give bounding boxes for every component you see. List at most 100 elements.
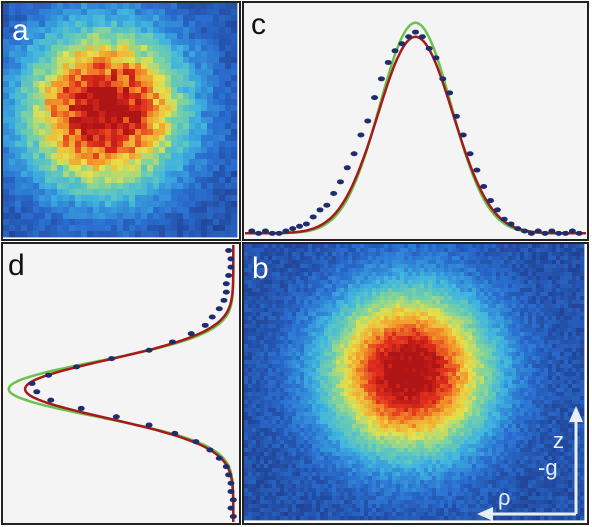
heatmap-pixel	[400, 288, 405, 293]
heatmap-pixel	[93, 177, 100, 184]
heatmap-pixel	[21, 57, 28, 64]
heatmap-pixel	[171, 123, 178, 130]
heatmap-pixel	[552, 392, 557, 397]
heatmap-pixel	[480, 332, 485, 337]
heatmap-pixel	[284, 388, 289, 393]
heatmap-pixel	[324, 396, 329, 401]
heatmap-pixel	[372, 380, 377, 385]
heatmap-pixel	[468, 300, 473, 305]
heatmap-pixel	[21, 39, 28, 46]
heatmap-pixel	[252, 260, 257, 265]
heatmap-pixel	[332, 388, 337, 393]
heatmap-pixel	[536, 372, 541, 377]
heatmap-pixel	[544, 400, 549, 405]
heatmap-pixel	[324, 284, 329, 289]
heatmap-pixel	[356, 264, 361, 269]
heatmap-pixel	[93, 117, 100, 124]
heatmap-pixel	[123, 69, 130, 76]
heatmap-pixel	[171, 21, 178, 28]
heatmap-pixel	[141, 9, 148, 16]
heatmap-pixel	[153, 129, 160, 136]
heatmap-pixel	[284, 372, 289, 377]
heatmap-pixel	[248, 308, 253, 313]
heatmap-pixel	[51, 135, 58, 142]
heatmap-pixel	[520, 392, 525, 397]
heatmap-pixel	[468, 264, 473, 269]
heatmap-pixel	[356, 324, 361, 329]
heatmap-pixel	[356, 288, 361, 293]
heatmap-pixel	[508, 328, 513, 333]
heatmap-pixel	[312, 400, 317, 405]
heatmap-pixel	[165, 87, 172, 94]
heatmap-pixel	[284, 368, 289, 373]
heatmap-pixel	[256, 376, 261, 381]
heatmap-pixel	[81, 159, 88, 166]
heatmap-pixel	[464, 356, 469, 361]
heatmap-pixel	[356, 312, 361, 317]
heatmap-pixel	[296, 256, 301, 261]
heatmap-pixel	[252, 288, 257, 293]
heatmap-pixel	[540, 364, 545, 369]
heatmap-pixel	[33, 141, 40, 148]
heatmap-pixel	[572, 364, 577, 369]
heatmap-pixel	[300, 392, 305, 397]
heatmap-pixel	[544, 352, 549, 357]
heatmap-pixel	[260, 332, 265, 337]
heatmap-pixel	[428, 392, 433, 397]
heatmap-pixel	[328, 280, 333, 285]
heatmap-pixel	[63, 27, 70, 34]
heatmap-pixel	[400, 336, 405, 341]
heatmap-pixel	[141, 159, 148, 166]
heatmap-pixel	[15, 105, 22, 112]
heatmap-pixel	[225, 183, 232, 190]
heatmap-pixel	[189, 159, 196, 166]
heatmap-pixel	[81, 75, 88, 82]
heatmap-pixel	[540, 312, 545, 317]
heatmap-pixel	[544, 344, 549, 349]
heatmap-pixel	[432, 380, 437, 385]
heatmap-pixel	[496, 264, 501, 269]
heatmap-pixel	[468, 248, 473, 253]
heatmap-pixel	[468, 284, 473, 289]
heatmap-pixel	[312, 296, 317, 301]
heatmap-pixel	[129, 129, 136, 136]
heatmap-pixel	[432, 392, 437, 397]
heatmap-pixel	[75, 27, 82, 34]
heatmap-pixel	[352, 256, 357, 261]
heatmap-pixel	[512, 260, 517, 265]
heatmap-pixel	[484, 376, 489, 381]
heatmap-pixel	[39, 21, 46, 28]
heatmap-pixel	[27, 33, 34, 40]
heatmap-pixel	[348, 396, 353, 401]
heatmap-pixel	[540, 360, 545, 365]
heatmap-pixel	[320, 380, 325, 385]
heatmap-pixel	[75, 39, 82, 46]
heatmap-pixel	[87, 195, 94, 202]
heatmap-pixel	[388, 284, 393, 289]
heatmap-pixel	[248, 364, 253, 369]
heatmap-pixel	[364, 396, 369, 401]
heatmap-pixel	[412, 396, 417, 401]
heatmap-pixel	[336, 280, 341, 285]
heatmap-pixel	[344, 296, 349, 301]
heatmap-pixel	[81, 105, 88, 112]
heatmap-pixel	[39, 201, 46, 208]
heatmap-pixel	[288, 388, 293, 393]
heatmap-pixel	[268, 260, 273, 265]
heatmap-pixel	[111, 75, 118, 82]
heatmap-pixel	[324, 264, 329, 269]
heatmap-pixel	[380, 316, 385, 321]
heatmap-pixel	[244, 308, 249, 313]
heatmap-pixel	[276, 400, 281, 405]
heatmap-pixel	[432, 396, 437, 401]
heatmap-pixel	[195, 39, 202, 46]
heatmap-pixel	[476, 264, 481, 269]
heatmap-pixel	[336, 260, 341, 265]
heatmap-pixel	[51, 159, 58, 166]
heatmap-pixel	[336, 332, 341, 337]
heatmap-pixel	[532, 380, 537, 385]
heatmap-pixel	[276, 388, 281, 393]
heatmap-pixel	[51, 153, 58, 160]
heatmap-pixel	[580, 256, 585, 261]
heatmap-pixel	[464, 292, 469, 297]
